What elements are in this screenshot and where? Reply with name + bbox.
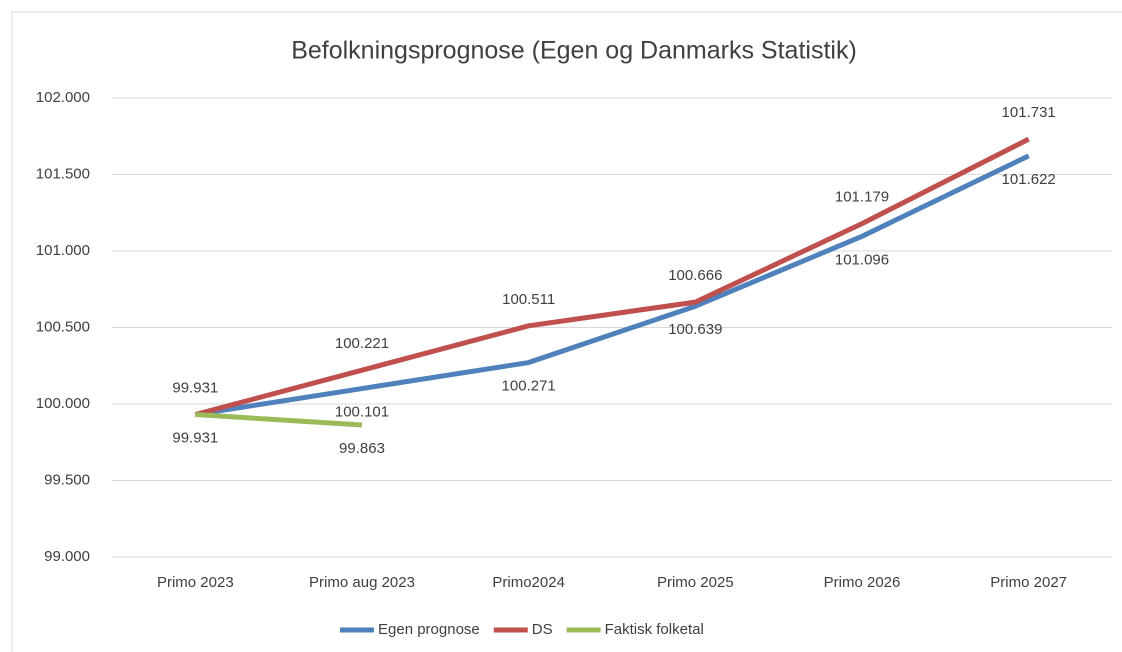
data-label: 100.511: [502, 291, 555, 308]
y-tick-label: 100.000: [36, 395, 90, 412]
data-label: 100.271: [502, 378, 556, 395]
data-label: 101.096: [835, 251, 889, 268]
x-tick-label: Primo 2027: [990, 574, 1067, 591]
x-tick-label: Primo aug 2023: [309, 574, 415, 591]
y-tick-label: 99.500: [44, 471, 90, 488]
chart-border: [11, 11, 1122, 652]
data-label: 101.622: [1002, 171, 1056, 188]
legend-label: Egen prognose: [378, 621, 480, 638]
data-label: 99.931: [172, 380, 218, 397]
series-line: [194, 136, 1030, 417]
data-label: 100.101: [335, 404, 389, 421]
x-tick-label: Primo 2023: [157, 574, 234, 591]
data-label: 100.221: [335, 335, 389, 352]
data-label: 100.639: [668, 321, 722, 338]
data-label: 100.666: [668, 267, 722, 284]
data-label: 99.931: [172, 430, 218, 447]
legend-label: DS: [532, 621, 553, 638]
data-label: 99.863: [339, 440, 385, 457]
y-tick-label: 99.000: [44, 548, 90, 565]
series-line: [194, 153, 1030, 418]
y-tick-label: 101.000: [36, 242, 90, 259]
x-tick-label: Primo2024: [492, 574, 565, 591]
y-tick-label: 101.500: [36, 165, 90, 182]
x-tick-label: Primo 2025: [657, 574, 734, 591]
x-tick-label: Primo 2026: [824, 574, 901, 591]
chart-title: Befolkningsprognose (Egen og Danmarks St…: [291, 37, 857, 65]
legend-label: Faktisk folketal: [605, 621, 704, 638]
series-line: [195, 412, 363, 428]
data-label: 101.179: [835, 189, 889, 206]
data-label: 101.731: [1002, 104, 1056, 121]
y-tick-label: 100.500: [36, 318, 90, 335]
y-tick-label: 102.000: [36, 89, 90, 106]
